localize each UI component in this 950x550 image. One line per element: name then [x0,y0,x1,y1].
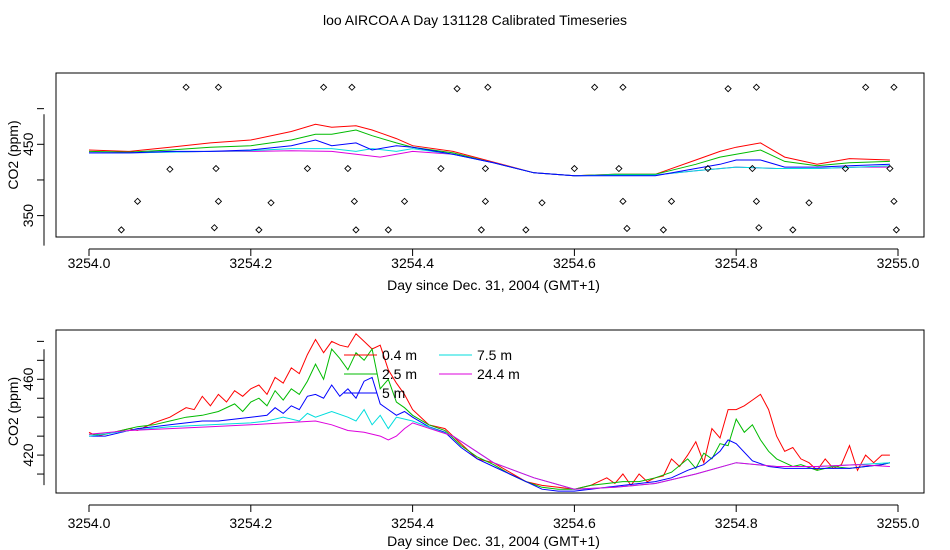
legend-label: 5 m [382,385,405,401]
x-axis-label: Day since Dec. 31, 2004 (GMT+1) [387,533,600,549]
flag-point [590,83,599,91]
flag-point [348,83,356,91]
flag-point [538,199,546,207]
y-tick-label: 420 [20,443,36,467]
series-line-0-4-m [88,123,890,177]
flag-point [619,197,627,205]
flag-point [400,197,409,205]
flag-point [319,83,328,91]
x-tick-label: 3254.6 [553,515,596,531]
flag-point [522,226,530,234]
y-tick-label: 350 [20,204,36,228]
flag-point [477,226,486,234]
flag-point [210,224,219,232]
flag-point [752,197,761,205]
flag-point [659,226,668,234]
series-line-24-4-m [88,420,890,490]
legend-label: 2.5 m [382,366,417,382]
x-tick-label: 3254.8 [715,255,758,271]
series-line-0-4-m [88,333,890,490]
flag-point [481,197,490,205]
x-tick-label: 3254.0 [68,255,111,271]
flag-point [862,83,870,91]
series-line-5-m [89,376,891,492]
flag-point [892,226,901,234]
flag-point [755,224,763,232]
y-axis-label: CO2 (ppm) [5,377,21,446]
chart-title: loo AIRCOA A Day 131128 Calibrated Times… [322,12,627,28]
x-tick-label: 3255.0 [877,515,920,531]
flag-point [841,164,850,173]
legend-label: 0.4 m [382,347,417,363]
x-tick-label: 3254.8 [715,515,758,531]
flag-point [570,164,579,173]
flag-point [303,164,312,173]
flag-point [437,164,445,173]
flag-point [623,224,631,233]
flag-point [615,164,623,173]
flag-point [667,197,676,205]
flag-point [704,164,712,173]
y-tick-label: 460 [20,367,36,391]
flag-point [619,83,627,91]
x-tick-label: 3254.4 [391,515,434,531]
flag-point [267,199,275,207]
x-tick-label: 3254.2 [229,515,272,531]
flag-point [886,164,894,173]
flag-point [748,164,757,173]
flag-point [724,85,732,93]
flag-point [255,226,263,234]
flag-point [182,83,190,91]
series-line-2-5-m [89,347,891,490]
x-axis-label: Day since Dec. 31, 2004 (GMT+1) [387,277,600,293]
series-line-2-5-m [88,129,890,177]
flag-point [214,83,223,91]
flag-point [352,226,360,234]
flag-point [453,85,461,93]
flag-point [752,83,761,91]
flag-point [481,164,490,173]
flag-point [117,226,125,234]
flag-point [384,226,392,234]
flag-point [890,83,898,91]
flag-point [212,164,220,173]
flag-point [484,83,492,91]
flag-point [890,197,898,205]
y-tick-label: 450 [20,132,36,156]
x-tick-label: 3255.0 [877,255,920,271]
flag-point [214,197,223,205]
flag-point [805,199,813,207]
plot-frame-1 [55,72,925,238]
plot-frame-2 [55,329,925,494]
x-tick-label: 3254.4 [391,255,434,271]
flag-point [133,197,142,205]
y-axis-label: CO2 (ppm) [5,120,21,189]
flag-point [789,226,797,234]
flag-point [166,165,174,173]
legend-label: 24.4 m [477,366,520,382]
legend-label: 7.5 m [477,347,512,363]
x-tick-label: 3254.0 [68,515,111,531]
x-tick-label: 3254.6 [553,255,596,271]
series-line-7-5-m [88,408,890,490]
flag-point [350,197,358,205]
flag-point [344,164,352,173]
series-line-5-m [89,139,890,177]
x-tick-label: 3254.2 [229,255,272,271]
